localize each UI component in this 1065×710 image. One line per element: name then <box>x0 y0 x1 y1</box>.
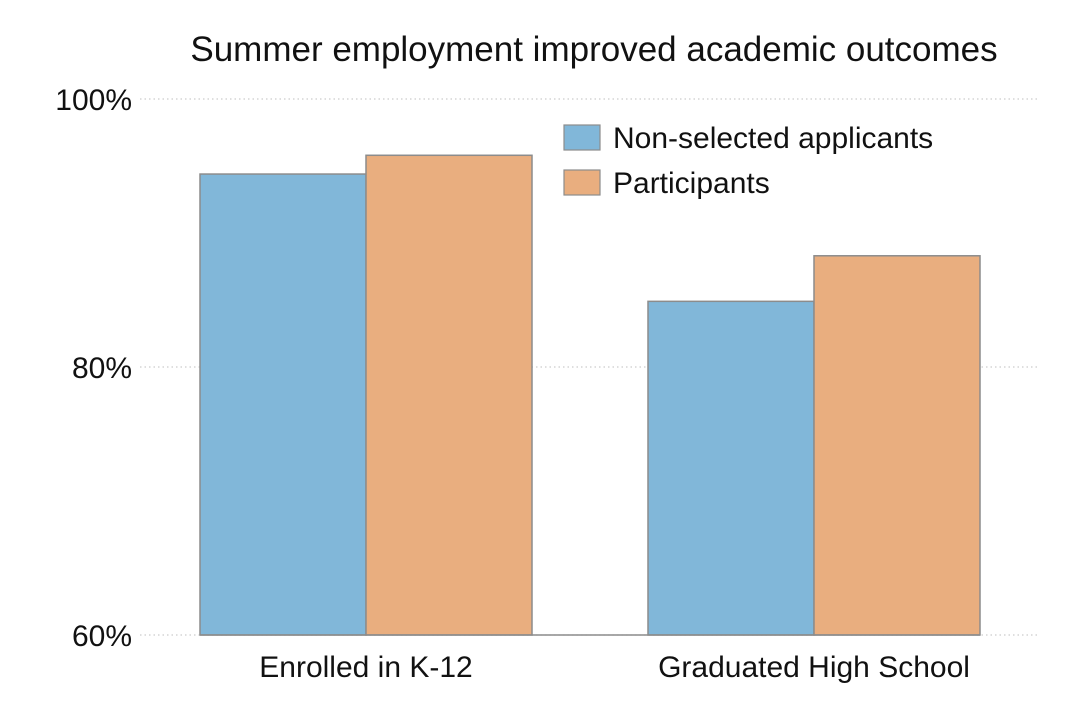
bar-participants-1 <box>813 255 981 636</box>
legend-label: Non-selected applicants <box>613 122 933 155</box>
legend-swatch <box>563 169 601 196</box>
bar-non-selected-0 <box>199 173 367 636</box>
legend-label: Participants <box>613 167 770 200</box>
bar-participants-0 <box>365 154 533 636</box>
legend-swatch <box>563 124 601 151</box>
chart-title: Summer employment improved academic outc… <box>190 30 997 69</box>
x-axis-ticks: Enrolled in K-12 Graduated High School <box>259 651 970 684</box>
bars <box>199 154 981 636</box>
x-tick-label: Enrolled in K-12 <box>259 651 472 684</box>
y-tick-label: 80% <box>72 352 132 385</box>
y-axis-ticks: 60% 80% 100% <box>55 84 132 653</box>
x-tick-label: Graduated High School <box>658 651 970 684</box>
y-tick-label: 60% <box>72 620 132 653</box>
bar-non-selected-1 <box>647 300 815 636</box>
y-tick-label: 100% <box>55 84 132 117</box>
legend: Non-selected applicants Participants <box>563 122 933 200</box>
